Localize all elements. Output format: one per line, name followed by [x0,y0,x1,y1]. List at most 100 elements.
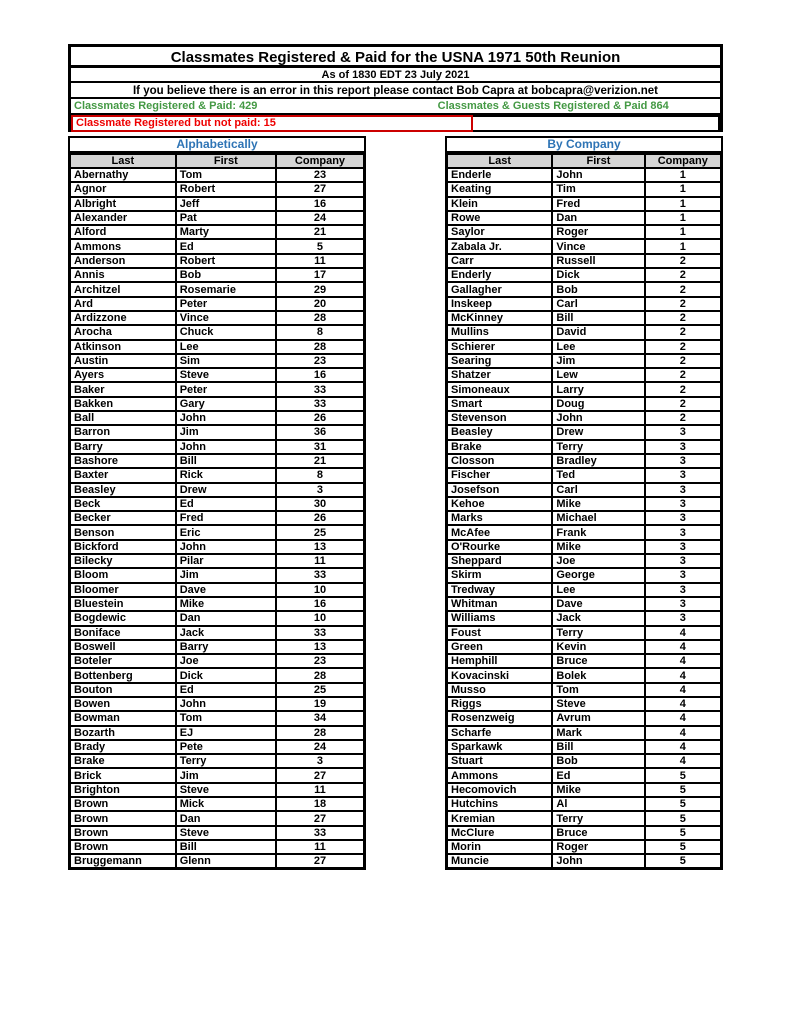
cell-company-number: 26 [274,510,366,527]
cell-last-name: Bruggemann [68,853,177,870]
cell-last-name: Barry [68,438,177,455]
table-row: Foust Terry 4 [445,624,723,641]
cell-company-number: 3 [643,481,723,498]
table-row: Benson Eric 25 [68,524,366,541]
cell-company-number: 4 [643,638,723,656]
cell-first-name: John [174,410,277,427]
table-row: Ard Peter 20 [68,295,366,312]
cell-first-name: Bruce [551,653,646,670]
cell-last-name: Brake [445,438,554,455]
table-row: Brown Steve 33 [68,824,366,841]
cell-last-name: Gallagher [445,281,554,298]
cell-first-name: Fred [174,510,277,527]
alphabetical-table: Last First Company Abernathy Tom 23 Agno… [68,152,366,871]
cell-first-name: Carl [551,481,646,498]
cell-last-name: Kehoe [445,495,554,513]
cell-company-number: 23 [274,653,366,670]
cell-company-number: 23 [274,166,366,184]
cell-company-number: 29 [274,281,366,298]
cell-last-name: Ammons [445,767,554,784]
cell-last-name: Bilecky [68,552,177,570]
report-header: Classmates Registered & Paid for the USN… [68,44,723,132]
cell-first-name: Steve [174,781,277,799]
table-row: Stevenson John 2 [445,410,723,427]
cell-first-name: Avrum [551,710,646,727]
cell-last-name: Williams [445,610,554,627]
cell-first-name: Roger [551,838,646,856]
cell-first-name: Pete [174,738,277,756]
cell-first-name: John [174,538,277,556]
cell-first-name: Jim [551,352,646,370]
stat-registered-not-paid: Classmate Registered but not paid: 15 [71,115,474,132]
cell-first-name: Bradley [551,452,646,470]
table-row: Smart Doug 2 [445,395,723,413]
as-of-timestamp: As of 1830 EDT 23 July 2021 [71,68,720,83]
table-row: Ayers Steve 16 [68,367,366,384]
cell-last-name: Skirm [445,567,554,584]
cell-last-name: Saylor [445,224,554,241]
cell-last-name: Boswell [68,638,177,656]
cell-last-name: McAfee [445,524,554,541]
cell-first-name: Eric [174,524,277,541]
table-row: Inskeep Carl 2 [445,295,723,312]
cell-company-number: 3 [643,524,723,541]
cell-last-name: Foust [445,624,554,641]
cell-first-name: Terry [551,624,646,641]
cell-last-name: Arocha [68,324,177,341]
cell-first-name: Pat [174,209,277,227]
cell-first-name: Terry [174,753,277,770]
cell-company-number: 3 [274,753,366,770]
table-row: Brown Dan 27 [68,810,366,827]
table-row: Bozarth EJ 28 [68,724,366,741]
stats-row: Classmates Registered & Paid: 429 Classm… [71,99,720,115]
cell-last-name: Enderle [445,166,554,184]
cell-company-number: 27 [274,181,366,198]
cell-company-number: 5 [643,781,723,799]
table-row: Austin Sim 23 [68,352,366,370]
table-row: Barron Jim 36 [68,424,366,441]
table-row: Brake Terry 3 [445,438,723,455]
cell-last-name: Becker [68,510,177,527]
cell-first-name: Vince [174,309,277,327]
cell-last-name: Beasley [445,424,554,441]
cell-first-name: Tim [551,181,646,198]
cell-company-number: 1 [643,224,723,241]
cell-first-name: Tom [174,166,277,184]
cell-first-name: Ed [551,767,646,784]
cell-last-name: Tredway [445,581,554,598]
cell-first-name: Steve [551,695,646,713]
cell-last-name: Marks [445,510,554,527]
cell-company-number: 16 [274,595,366,613]
cell-company-number: 2 [643,281,723,298]
section-header-alphabetically: Alphabetically [68,136,366,153]
cell-last-name: Bluestein [68,595,177,613]
cell-last-name: Brighton [68,781,177,799]
contact-note: If you believe there is an error in this… [71,83,720,99]
cell-first-name: EJ [174,724,277,741]
cell-first-name: Joe [551,552,646,570]
cell-company-number: 1 [643,209,723,227]
not-paid-row: Classmate Registered but not paid: 15 [71,115,720,132]
section-header-by-company: By Company [445,136,723,153]
table-row: Boteler Joe 23 [68,653,366,670]
cell-company-number: 3 [643,567,723,584]
table-row: Baxter Rick 8 [68,467,366,484]
table-row: Brady Pete 24 [68,738,366,756]
cell-company-number: 13 [274,638,366,656]
table-row: Alford Marty 21 [68,224,366,241]
cell-last-name: Ard [68,295,177,312]
cell-last-name: Carr [445,252,554,270]
table-row: Williams Jack 3 [445,610,723,627]
table-row: Ardizzone Vince 28 [68,309,366,327]
cell-company-number: 5 [643,838,723,856]
cell-last-name: Benson [68,524,177,541]
cell-first-name: Doug [551,395,646,413]
cell-first-name: Al [551,796,646,813]
cell-first-name: Jim [174,767,277,784]
table-row: Kremian Terry 5 [445,810,723,827]
table-row: Hutchins Al 5 [445,796,723,813]
cell-first-name: Vince [551,238,646,255]
cell-company-number: 28 [274,667,366,684]
cell-first-name: Ed [174,681,277,699]
table-row: Searing Jim 2 [445,352,723,370]
